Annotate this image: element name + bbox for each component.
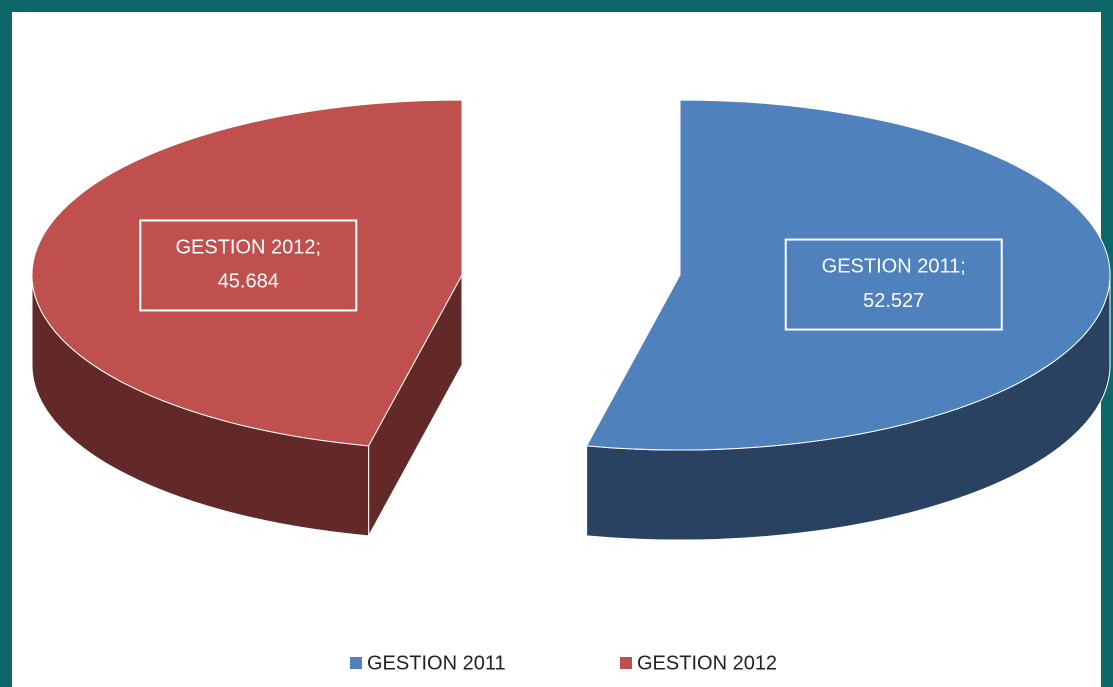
- legend-swatch: [350, 657, 362, 669]
- slice: [31, 99, 463, 447]
- data-label-value: 45.684: [218, 271, 279, 293]
- data-label-category: GESTION 2011: [822, 256, 961, 278]
- legend-swatch: [620, 657, 632, 669]
- data-label-separator: ;: [960, 256, 966, 278]
- legend-label: GESTION 2012: [637, 652, 777, 674]
- data-label: GESTION 2011;: [822, 256, 966, 278]
- legend-label: GESTION 2011: [367, 652, 506, 674]
- slice: [585, 99, 1111, 451]
- data-label: GESTION 2012;: [175, 237, 321, 259]
- data-label-value: 52.527: [863, 290, 924, 312]
- data-label-box: [139, 219, 358, 312]
- data-label-category: GESTION 2012: [175, 237, 315, 259]
- data-label-box: [784, 238, 1003, 331]
- data-label-separator: ;: [316, 237, 322, 259]
